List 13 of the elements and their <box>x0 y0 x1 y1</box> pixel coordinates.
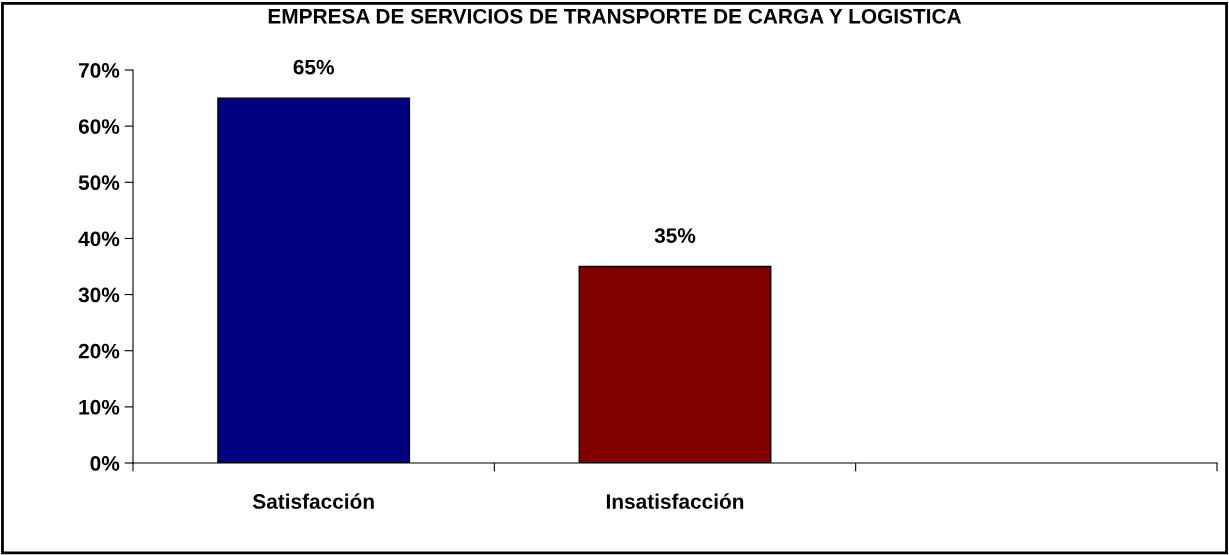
y-tick-label: 50% <box>78 175 120 191</box>
x-tick-label: Satisfacción <box>252 493 374 509</box>
y-tick-label: 60% <box>78 119 120 134</box>
data-label: 35% <box>654 228 696 243</box>
y-tick-label: 70% <box>79 63 120 78</box>
y-tick-label: 10% <box>79 399 120 415</box>
y-tick-label: 30% <box>78 287 120 303</box>
y-tick-label: 0% <box>90 456 120 471</box>
y-tick-label: 40% <box>78 231 120 247</box>
chart-title: EMPRESA DE SERVICIOS DE TRANSPORTE DE CARGA Y LOGISTICA <box>268 8 962 24</box>
y-tick-label: 20% <box>78 343 120 359</box>
x-tick-label: Insatisfacción <box>606 493 744 509</box>
data-label: 65% <box>293 59 334 75</box>
